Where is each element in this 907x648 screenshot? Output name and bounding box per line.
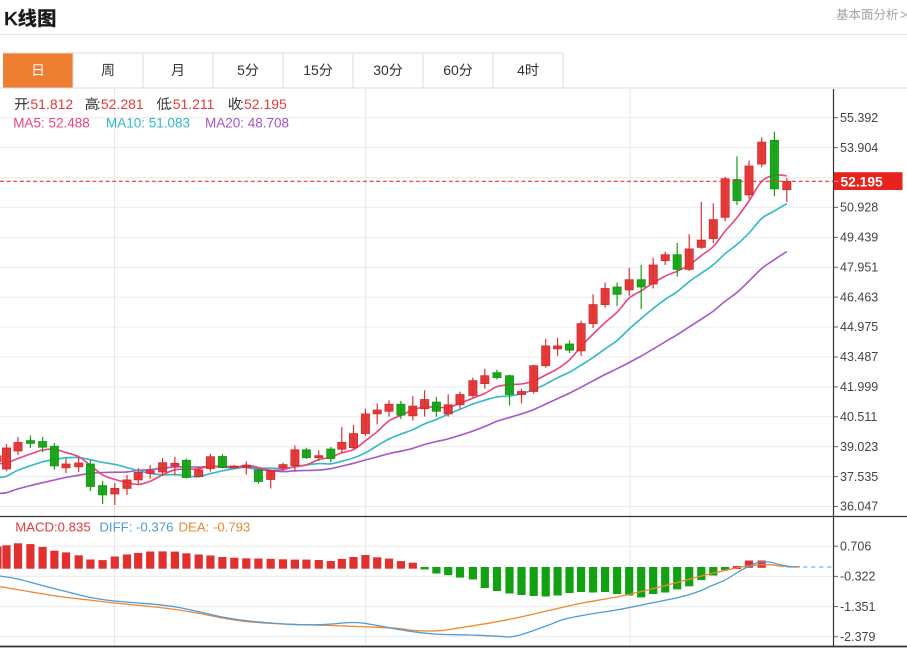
svg-text:41.999: 41.999: [840, 380, 878, 394]
svg-text:-1.351: -1.351: [840, 600, 875, 614]
svg-text:-2.379: -2.379: [840, 630, 875, 644]
svg-text:50.928: 50.928: [840, 201, 878, 215]
svg-text:60: 60: [443, 62, 459, 78]
svg-text:MACD:0.835: MACD:0.835: [15, 520, 91, 535]
svg-text:4: 4: [517, 62, 525, 78]
svg-text::: :: [97, 96, 101, 112]
svg-text:0.706: 0.706: [840, 539, 871, 553]
svg-text:43.487: 43.487: [840, 350, 878, 364]
svg-text:30: 30: [373, 62, 389, 78]
svg-text:52.281: 52.281: [101, 96, 144, 112]
svg-text:47.951: 47.951: [840, 260, 878, 274]
svg-text:5: 5: [237, 62, 245, 78]
svg-text::: :: [169, 96, 173, 112]
svg-text:39.023: 39.023: [840, 440, 878, 454]
svg-text:55.392: 55.392: [840, 111, 878, 125]
svg-text:MA20: 48.708: MA20: 48.708: [205, 116, 289, 131]
svg-text::: :: [26, 96, 30, 112]
svg-text:37.535: 37.535: [840, 470, 878, 484]
svg-text:15: 15: [303, 62, 319, 78]
svg-text:49.439: 49.439: [840, 231, 878, 245]
svg-text:40.511: 40.511: [840, 410, 877, 424]
svg-text:53.904: 53.904: [840, 141, 878, 155]
svg-text:MA10: 51.083: MA10: 51.083: [106, 116, 190, 131]
svg-text:51.812: 51.812: [30, 96, 73, 112]
svg-text:MA5: 52.488: MA5: 52.488: [13, 116, 90, 131]
svg-text:51.211: 51.211: [173, 96, 215, 112]
svg-text:>: >: [900, 8, 907, 22]
svg-text:46.463: 46.463: [840, 290, 878, 304]
svg-text:36.047: 36.047: [840, 500, 878, 514]
svg-text::: :: [240, 96, 244, 112]
svg-text:52.195: 52.195: [244, 96, 287, 112]
svg-text:-0.322: -0.322: [840, 570, 875, 584]
svg-text:DEA: -0.793: DEA: -0.793: [179, 520, 251, 535]
svg-text:DIFF: -0.376: DIFF: -0.376: [99, 520, 173, 535]
svg-text:44.975: 44.975: [840, 320, 878, 334]
svg-text:52.195: 52.195: [841, 174, 884, 189]
